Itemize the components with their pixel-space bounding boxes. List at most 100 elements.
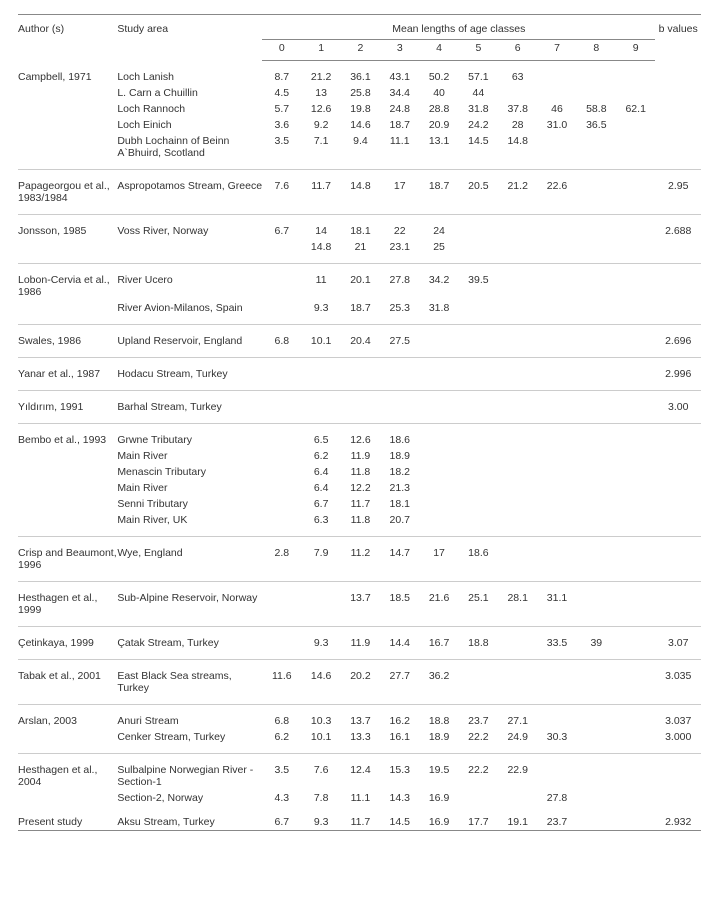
value-cell xyxy=(498,537,537,582)
value-cell: 34.4 xyxy=(380,85,419,101)
value-cell: 58.8 xyxy=(577,101,616,117)
author-cell: Crisp and Beaumont, 1996 xyxy=(18,537,117,582)
value-cell: 6.4 xyxy=(301,464,340,480)
value-cell xyxy=(577,754,616,791)
value-cell xyxy=(537,424,576,449)
value-cell: 18.5 xyxy=(380,582,419,627)
b-cell xyxy=(655,133,701,170)
value-cell: 18.7 xyxy=(380,117,419,133)
value-cell xyxy=(419,496,458,512)
area-cell: Main River xyxy=(117,448,262,464)
b-cell xyxy=(655,496,701,512)
value-cell xyxy=(537,512,576,537)
author-cell xyxy=(18,480,117,496)
area-cell: Sub-Alpine Reservoir, Norway xyxy=(117,582,262,627)
author-cell xyxy=(18,133,117,170)
value-cell xyxy=(616,790,655,806)
author-cell: Jonsson, 1985 xyxy=(18,215,117,240)
value-cell xyxy=(616,117,655,133)
value-cell: 12.6 xyxy=(341,424,380,449)
col-age-1: 1 xyxy=(301,40,340,61)
value-cell xyxy=(262,424,301,449)
value-cell: 11.1 xyxy=(380,133,419,170)
value-cell xyxy=(459,660,498,705)
b-cell xyxy=(655,448,701,464)
value-cell: 7.6 xyxy=(301,754,340,791)
value-cell xyxy=(616,480,655,496)
value-cell: 27.8 xyxy=(380,264,419,301)
value-cell xyxy=(498,85,537,101)
value-cell xyxy=(498,660,537,705)
area-cell: L. Carn a Chuillin xyxy=(117,85,262,101)
value-cell: 9.3 xyxy=(301,300,340,325)
value-cell xyxy=(498,358,537,391)
value-cell xyxy=(301,582,340,627)
value-cell xyxy=(498,391,537,424)
value-cell: 7.8 xyxy=(301,790,340,806)
value-cell xyxy=(262,391,301,424)
b-cell: 2.932 xyxy=(655,806,701,831)
value-cell xyxy=(498,215,537,240)
value-cell xyxy=(498,464,537,480)
value-cell: 18.9 xyxy=(380,448,419,464)
value-cell xyxy=(616,729,655,754)
value-cell: 6.8 xyxy=(262,325,301,358)
value-cell xyxy=(537,448,576,464)
value-cell xyxy=(577,424,616,449)
value-cell xyxy=(537,496,576,512)
area-cell xyxy=(117,239,262,264)
value-cell xyxy=(262,264,301,301)
b-cell xyxy=(655,117,701,133)
value-cell xyxy=(341,391,380,424)
value-cell xyxy=(577,582,616,627)
value-cell xyxy=(459,325,498,358)
value-cell: 46 xyxy=(537,101,576,117)
value-cell: 25.8 xyxy=(341,85,380,101)
value-cell xyxy=(537,480,576,496)
author-cell xyxy=(18,101,117,117)
value-cell: 21.2 xyxy=(301,61,340,86)
col-area: Study area xyxy=(117,15,262,61)
value-cell: 11.7 xyxy=(301,170,340,215)
value-cell: 11.9 xyxy=(341,448,380,464)
value-cell xyxy=(616,448,655,464)
value-cell: 18.6 xyxy=(380,424,419,449)
value-cell: 11.2 xyxy=(341,537,380,582)
value-cell: 2.8 xyxy=(262,537,301,582)
value-cell xyxy=(537,264,576,301)
value-cell: 13.7 xyxy=(341,705,380,730)
value-cell: 14.8 xyxy=(341,170,380,215)
value-cell xyxy=(577,264,616,301)
value-cell xyxy=(537,325,576,358)
value-cell: 11.8 xyxy=(341,512,380,537)
value-cell xyxy=(262,448,301,464)
author-cell: Campbell, 1971 xyxy=(18,61,117,86)
value-cell: 28.1 xyxy=(498,582,537,627)
value-cell xyxy=(380,391,419,424)
b-cell xyxy=(655,300,701,325)
author-cell: Yıldırım, 1991 xyxy=(18,391,117,424)
value-cell: 18.8 xyxy=(459,627,498,660)
value-cell xyxy=(537,464,576,480)
value-cell xyxy=(262,300,301,325)
value-cell xyxy=(459,496,498,512)
value-cell: 36.1 xyxy=(341,61,380,86)
b-cell xyxy=(655,264,701,301)
value-cell: 39.5 xyxy=(459,264,498,301)
b-cell: 3.07 xyxy=(655,627,701,660)
value-cell xyxy=(341,358,380,391)
value-cell: 27.8 xyxy=(537,790,576,806)
value-cell: 9.4 xyxy=(341,133,380,170)
value-cell xyxy=(537,705,576,730)
col-b: b values xyxy=(655,15,701,61)
value-cell xyxy=(577,85,616,101)
value-cell xyxy=(577,512,616,537)
area-cell: Dubh Lochainn of Beinn A`Bhuird, Scotlan… xyxy=(117,133,262,170)
value-cell xyxy=(459,215,498,240)
value-cell: 3.5 xyxy=(262,133,301,170)
value-cell xyxy=(498,448,537,464)
author-cell: Hesthagen et al., 1999 xyxy=(18,582,117,627)
value-cell xyxy=(301,391,340,424)
value-cell: 57.1 xyxy=(459,61,498,86)
value-cell xyxy=(616,705,655,730)
